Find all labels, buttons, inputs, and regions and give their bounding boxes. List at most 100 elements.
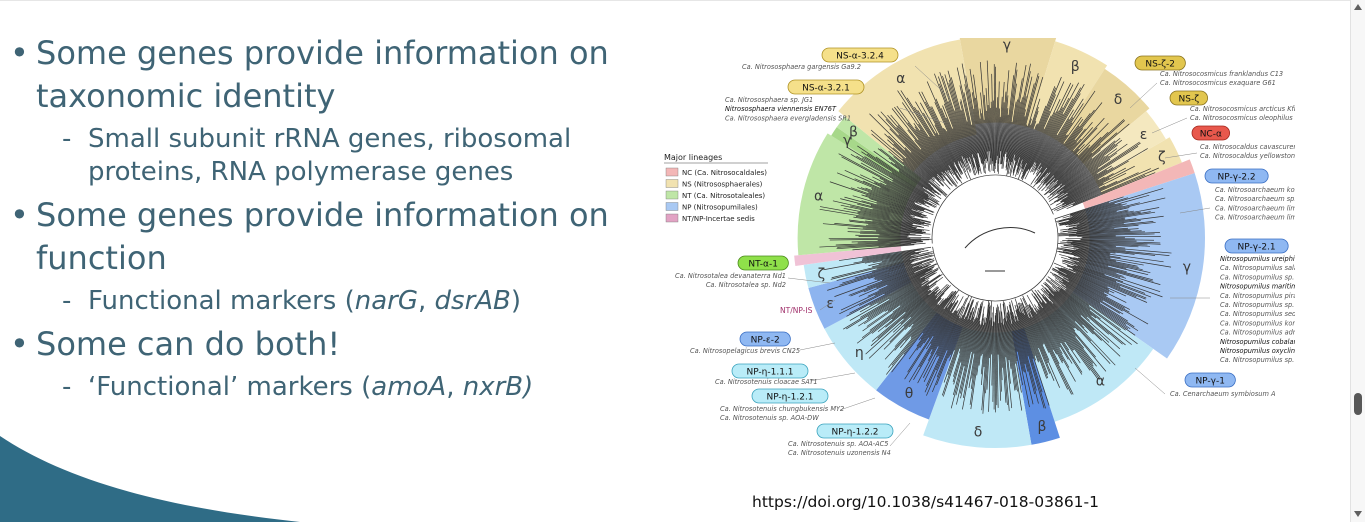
sub-bullet-gene-name: nxrB) [462,372,534,402]
taxon-label: Nitrosopumilus oxyclinae HCE1T [1220,347,1295,355]
clade-pill [1191,125,1230,141]
clade-label: NP-γ-2.1 [1238,243,1276,253]
taxon-label: Nitrosopumilus maritimus SCM1T [1220,283,1295,291]
taxon-label: Ca. Nitrosocaldus yellowstonensis HL72 [1200,152,1295,160]
sector-greek-label: α [1096,373,1105,389]
clade-pill [1134,55,1186,71]
clade-label: NP-η-1.1.1 [746,368,793,378]
taxon-label: Nitrosopumilus ureiphilus PS0T [1220,255,1295,263]
sub-bullet-text: Small subunit rRNA genes, ribosomal prot… [88,124,572,187]
sector-greek-label: ζ [1158,150,1166,166]
clade-label: NP-ε-2 [751,336,780,346]
clade-label: NS-α-3.2.4 [836,52,884,62]
sub-bullet-item: - Small subunit rRNA genes, ribosomal pro… [10,123,640,189]
top-border [0,0,1365,1]
sub-bullet-gene-name: amoA [371,372,447,402]
sub-bullet-marker: - [62,286,72,316]
sub-bullet-gene-name: dsrAB [434,286,511,316]
legend-label: NT/NP-Incertae sedis [682,215,755,223]
taxon-label: Ca. Nitrosoarchaeum koreense MY1 [1215,186,1295,194]
sector-greek-label: ε [1140,127,1148,143]
clade-pill [1204,168,1269,184]
tree-sector-wedge [923,326,1032,448]
clade-label: NP-η-1.2.2 [831,428,878,438]
taxon-label: Ca. Nitrosocosmicus arcticus Kfb [1190,105,1295,113]
sector-greek-label: α [814,189,823,205]
bullet-item: • Some genes provide information on funct… [10,194,640,280]
sector-greek-label: ε [826,296,834,312]
clade-pill [751,388,829,404]
clade-pill [821,47,899,63]
legend-swatch [665,202,679,211]
scroll-up-arrow-icon[interactable] [1354,4,1362,10]
legend-swatch [665,213,679,223]
clade-label: NP-γ-2.2 [1218,173,1256,183]
tree-root-arc [964,227,1036,249]
taxon-label: Ca. Nitrosotenuis sp. AOA-DW [720,414,819,422]
taxon-label: Ca. Nitrosocaldus cavascurensis SCU2 [1200,143,1295,151]
sub-bullet-text: , [446,372,463,402]
clade-leader-line [899,107,946,124]
taxon-label: Ca. Nitrosoarchaeum limnium SFB1 [1215,204,1295,212]
sub-bullet-marker: - [62,124,72,154]
clade-leader-line [1134,367,1166,395]
taxon-label: Ca. Nitrosotenuis sp. AOA-AC5 [788,440,888,448]
taxon-label: Ca. Nitrosotenuis uzonensis N4 [788,449,891,457]
sub-bullet-marker: - [62,372,72,402]
legend-swatch [665,167,679,177]
taxon-label: Ca. Nitrososphaera evergladensis SR1 [725,114,851,122]
clade-label: NP-η-1.2.1 [766,393,813,403]
clade-label: NS-α-3.2.1 [802,84,850,94]
clade-leader-line [914,65,951,99]
taxon-label: Ca. Nitrosotalea sp. Nd2 [706,281,786,289]
clade-pill [1184,372,1236,388]
clade-leader-line [839,397,876,411]
taxon-label: Ca. Nitrosoarchaeum limnium BG20 [1215,214,1295,222]
sub-bullet-text: , [417,286,435,316]
sub-bullet-item: - ‘Functional’ markers (amoA, nxrB) [10,371,640,404]
clade-label: NC-α [1200,130,1222,140]
clade-pill [1169,90,1208,106]
scrollbar-thumb[interactable] [1354,393,1362,415]
sub-bullet-text: ) [510,286,522,316]
clade-label: NS-ζ [1179,95,1200,105]
taxon-label: Ca. Nitrosopumilus sediminis AR2 [1220,310,1295,318]
legend-label: NC (Ca. Nitrosocaldales) [682,169,767,177]
bullet-list: • Some genes provide information on taxon… [10,32,640,409]
sector-greek-label: γ [1183,260,1191,276]
sub-bullet-text: Functional markers ( [88,286,355,316]
taxon-label: Ca. Nitrososphaera sp. JG1 [725,96,813,104]
tree-sector-wedge [1082,159,1195,209]
clade-leader-line [1179,207,1211,214]
legend-label: NP (Nitrosopumilales) [682,204,758,212]
clade-leader-line [819,299,836,311]
sector-greek-label: δ [974,424,983,440]
legend-swatch [665,179,679,188]
taxon-label: Ca. Nitrosopumilus salarius BD31 [1220,264,1295,272]
sector-greek-label: β [1071,59,1080,75]
taxon-label: Ca. Cenarchaeum symbiosum A [1170,390,1276,398]
legend-label: NT (Ca. Nitrosotaleales) [682,192,765,200]
taxon-label: Ca. Nitrosopumilus adriaticus NF5 [1220,329,1295,337]
sub-bullet-text: ‘Functional’ markers ( [88,372,372,402]
clade-leader-line [1129,82,1158,109]
clade-pill [1224,238,1289,254]
scroll-down-arrow-icon[interactable] [1354,511,1362,517]
bullet-marker: • [10,325,29,363]
taxon-label: Ca. Nitrosopelagicus brevis CN25 [690,347,800,355]
taxon-label: Ca. Nitrosocosmicus franklandus C13 [1160,70,1283,78]
tree-sector-wedge [1095,137,1182,195]
clade-leader-line [787,277,831,284]
sector-greek-label: ζ [818,266,826,282]
taxon-label: Ca. Nitrosopumilus sp. NM25 [1220,273,1295,281]
vertical-scrollbar[interactable] [1350,0,1365,522]
sub-bullet-gene-name: narG [354,286,418,316]
taxon-label: Ca. Nitrosotenuis chungbukensis MY2 [720,405,844,413]
sector-greek-label: δ [1114,92,1123,108]
decorative-corner-shape [0,436,300,522]
taxon-label: Ca. Nitrosocosmicus exaquare G61 [1160,79,1276,87]
bullet-item: • Some genes provide information on taxon… [10,32,640,118]
taxon-label: Ca. Nitrosocosmicus oleophilus MY3 [1190,114,1295,122]
taxon-label: Ca. Nitrosopumilus koreense AR1 [1220,319,1295,327]
